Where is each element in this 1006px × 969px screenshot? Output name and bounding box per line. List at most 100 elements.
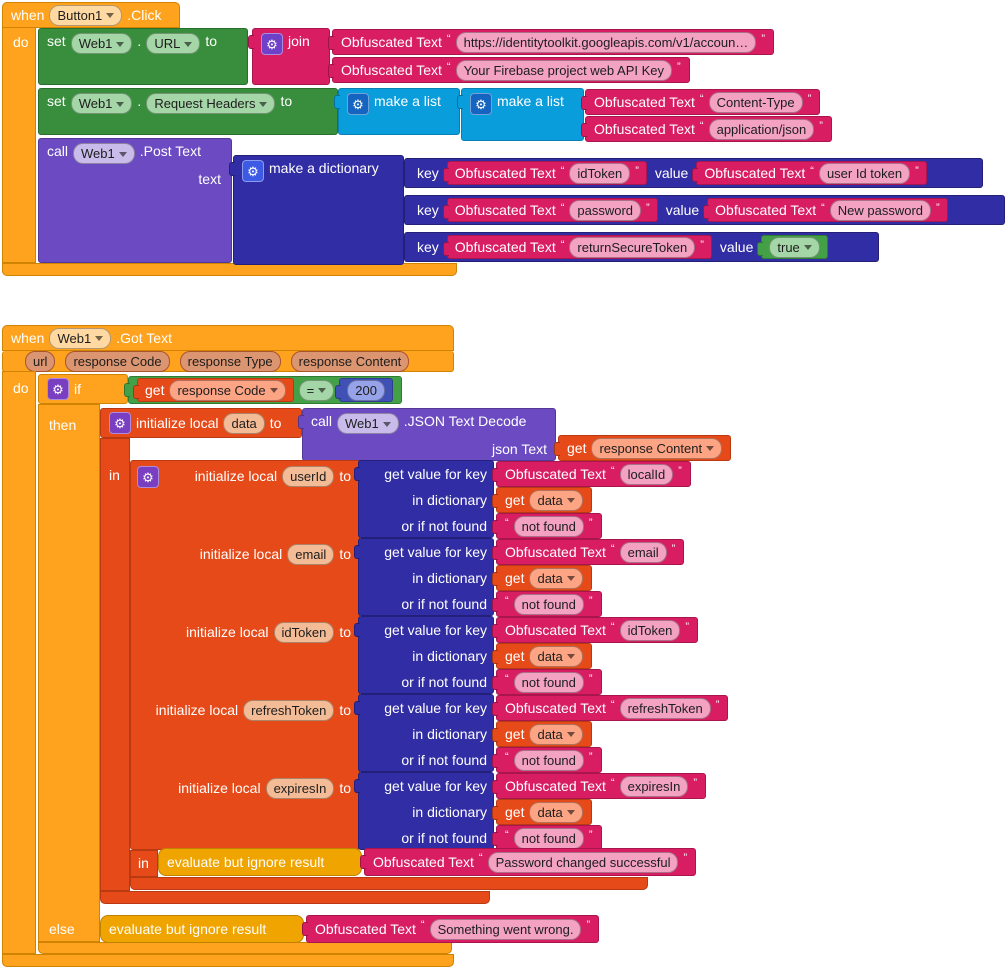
call-web1-post-text-block[interactable]: call Web1 .Post Text text: [38, 138, 232, 263]
user-id-token-field[interactable]: user Id token: [818, 162, 911, 184]
variable-dropdown-response-code[interactable]: response Code: [169, 379, 286, 401]
get-response-content-block[interactable]: get response Content: [553, 435, 732, 461]
new-password-field[interactable]: New password: [829, 199, 932, 221]
if-block-body[interactable]: then else: [38, 404, 100, 942]
when-button1-do-spine[interactable]: do: [2, 27, 36, 263]
param-url[interactable]: url: [25, 350, 56, 372]
obfuscated-text-return-secure-token-block[interactable]: Obfuscated Text “ returnSecureToken ”: [442, 235, 712, 259]
initialize-locals-block[interactable]: initialize local userId to initialize lo…: [130, 460, 360, 850]
number-field[interactable]: 200: [347, 379, 385, 401]
get-data-block[interactable]: get data: [492, 487, 592, 513]
make-a-dictionary-block[interactable]: make a dictionary: [229, 155, 404, 265]
local-name-field-refreshtoken[interactable]: refreshToken: [243, 699, 335, 721]
if-block-footer[interactable]: [38, 942, 452, 954]
param-response-type[interactable]: response Type: [179, 350, 281, 372]
when-button1-footer[interactable]: [2, 263, 457, 276]
dictionary-pair-row[interactable]: key Obfuscated Text “ returnSecureToken …: [404, 232, 879, 262]
component-dropdown-web1[interactable]: Web1: [337, 413, 399, 434]
local-name-field-data[interactable]: data: [223, 412, 265, 434]
get-value-for-key-block-email[interactable]: get value for key in dictionary or if no…: [354, 538, 494, 616]
idtoken-key-field[interactable]: idToken: [569, 162, 631, 184]
not-found-text-field[interactable]: not found: [513, 827, 584, 849]
password-key-field[interactable]: password: [569, 199, 642, 221]
error-message-field[interactable]: Something went wrong.: [429, 918, 582, 940]
component-dropdown-web1[interactable]: Web1: [73, 143, 135, 164]
get-data-block[interactable]: get data: [492, 565, 592, 591]
idtoken-key-field[interactable]: idToken: [619, 619, 681, 641]
not-found-text-field[interactable]: not found: [513, 515, 584, 537]
join-block[interactable]: join: [248, 28, 330, 85]
obfuscated-text-refreshtoken-block[interactable]: Obfuscated Text “ refreshToken ”: [491, 695, 729, 721]
mutator-gear-icon[interactable]: [47, 378, 69, 400]
mutator-gear-icon[interactable]: [109, 412, 131, 434]
component-dropdown-button1[interactable]: Button1: [49, 4, 123, 26]
obfuscated-text-api-key-block[interactable]: Obfuscated Text “ Your Firebase project …: [328, 57, 690, 83]
text-not-found-block[interactable]: “ not found ”: [492, 747, 602, 773]
get-response-code-block[interactable]: get response Code: [133, 378, 294, 402]
text-not-found-block[interactable]: “ not found ”: [492, 591, 602, 617]
obfuscated-text-password-key-block[interactable]: Obfuscated Text “ password ”: [442, 198, 658, 222]
variable-dropdown-data[interactable]: data: [529, 645, 583, 667]
expiresin-key-field[interactable]: expiresIn: [619, 775, 689, 797]
not-found-text-field[interactable]: not found: [513, 749, 584, 771]
localid-key-field[interactable]: localId: [619, 463, 674, 485]
obfuscated-text-localid-block[interactable]: Obfuscated Text “ localId ”: [492, 461, 691, 487]
mutator-gear-icon[interactable]: [261, 33, 283, 55]
not-found-text-field[interactable]: not found: [513, 593, 584, 615]
get-value-for-key-block-refreshtoken[interactable]: get value for key in dictionary or if no…: [354, 694, 494, 772]
property-dropdown-request-headers[interactable]: Request Headers: [146, 93, 276, 114]
obfuscated-text-idtoken-key-block[interactable]: Obfuscated Text “ idToken ”: [442, 161, 647, 185]
evaluate-but-ignore-result-block[interactable]: evaluate but ignore result: [158, 848, 362, 876]
call-web1-json-text-decode-block[interactable]: call Web1 .JSON Text Decode json Text: [298, 408, 556, 461]
evaluate-but-ignore-result-block[interactable]: evaluate but ignore result: [100, 915, 304, 943]
content-type-text-field[interactable]: Content-Type: [708, 91, 803, 113]
set-web1-request-headers-block[interactable]: set Web1 . Request Headers to: [38, 88, 338, 135]
text-not-found-block[interactable]: “ not found ”: [492, 513, 602, 539]
obfuscated-text-application-json-block[interactable]: Obfuscated Text “ application/json ”: [581, 116, 832, 142]
when-web1-footer[interactable]: [2, 954, 454, 967]
get-value-for-key-block-expiresin[interactable]: get value for key in dictionary or if no…: [354, 772, 494, 850]
when-web1-got-text-block[interactable]: when Web1 .Got Text: [2, 325, 454, 351]
local-name-field-idtoken[interactable]: idToken: [273, 621, 335, 643]
obfuscated-text-user-id-token-block[interactable]: Obfuscated Text “ user Id token ”: [692, 161, 927, 185]
component-dropdown-web1[interactable]: Web1: [70, 33, 133, 54]
text-not-found-block[interactable]: “ not found ”: [492, 825, 602, 851]
param-response-code[interactable]: response Code: [65, 350, 170, 372]
get-value-for-key-block-idtoken[interactable]: get value for key in dictionary or if no…: [354, 616, 494, 694]
mutator-gear-icon[interactable]: [137, 466, 159, 488]
mutator-gear-icon[interactable]: [347, 93, 369, 115]
obfuscated-text-error-message-block[interactable]: Obfuscated Text “ Something went wrong. …: [301, 915, 600, 943]
obfuscated-text-success-message-block[interactable]: Obfuscated Text “ Password changed succe…: [359, 848, 697, 876]
variable-dropdown-data[interactable]: data: [529, 489, 583, 511]
variable-dropdown-data[interactable]: data: [529, 723, 583, 745]
operator-dropdown[interactable]: =: [298, 379, 335, 401]
param-response-content[interactable]: response Content: [290, 350, 410, 372]
if-block-header[interactable]: if: [38, 374, 128, 404]
initialize-local-data-footer[interactable]: [100, 891, 490, 904]
when-button1-click-block[interactable]: when Button1 .Click: [2, 2, 180, 28]
get-data-block[interactable]: get data: [492, 643, 592, 669]
obfuscated-text-idtoken-block[interactable]: Obfuscated Text “ idToken ”: [491, 617, 699, 643]
success-message-field[interactable]: Password changed successful: [487, 851, 679, 873]
refreshtoken-key-field[interactable]: refreshToken: [619, 697, 711, 719]
local-name-field-userid[interactable]: userId: [282, 465, 335, 487]
dictionary-pair-row[interactable]: key Obfuscated Text “ idToken ” value Ob…: [404, 158, 983, 188]
email-key-field[interactable]: email: [619, 541, 667, 563]
api-url-text-field[interactable]: https://identitytoolkit.googleapis.com/v…: [455, 31, 757, 53]
obfuscated-text-content-type-block[interactable]: Obfuscated Text “ Content-Type ”: [580, 89, 821, 115]
make-a-list-outer-block[interactable]: make a list: [334, 88, 460, 135]
obfuscated-text-email-block[interactable]: Obfuscated Text “ email ”: [491, 539, 685, 565]
return-secure-token-key-field[interactable]: returnSecureToken: [569, 236, 696, 258]
mutator-gear-icon[interactable]: [470, 93, 492, 115]
text-not-found-block[interactable]: “ not found ”: [492, 669, 602, 695]
initialize-locals-footer[interactable]: [130, 877, 648, 890]
obfuscated-text-new-password-block[interactable]: Obfuscated Text “ New password ”: [703, 198, 948, 222]
obfuscated-text-api-url-block[interactable]: Obfuscated Text “ https://identitytoolki…: [328, 29, 774, 55]
get-data-block[interactable]: get data: [492, 799, 592, 825]
component-dropdown-web1[interactable]: Web1: [49, 327, 112, 349]
event-params-strip[interactable]: url response Code response Type response…: [2, 350, 454, 372]
mutator-gear-icon[interactable]: [242, 160, 264, 182]
get-data-block[interactable]: get data: [492, 721, 592, 747]
equals-comparison-block[interactable]: get response Code = 200: [124, 376, 402, 404]
local-name-field-expiresin[interactable]: expiresIn: [265, 777, 335, 799]
